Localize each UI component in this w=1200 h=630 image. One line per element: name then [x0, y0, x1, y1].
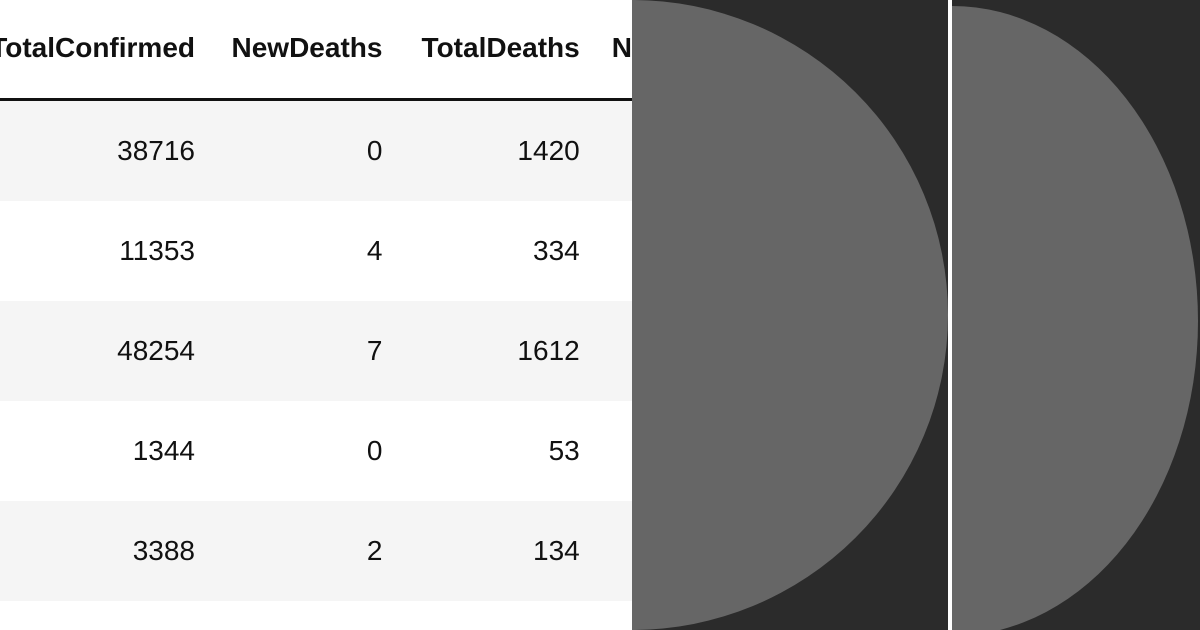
cell-gap	[195, 200, 225, 301]
cell-total-confirmed: 38716	[0, 99, 195, 201]
cell-total-deaths: 1420	[414, 99, 580, 201]
cell-gap	[382, 500, 415, 601]
cell-new-deaths: 2	[224, 500, 383, 601]
column-header-clipped[interactable]: N	[579, 0, 632, 101]
cell-gap	[382, 99, 415, 201]
cell-total-confirmed: 1344	[0, 400, 195, 501]
cell-clipped	[579, 300, 632, 401]
dataframe-table: TotalConfirmed NewDeaths TotalDeaths N 3…	[0, 0, 632, 601]
column-header-label: N	[611, 32, 632, 63]
half-circle-shape	[632, 0, 948, 630]
table-row: 11353 4 334	[0, 200, 632, 301]
panel-divider	[948, 0, 952, 630]
column-header-new-deaths[interactable]: NewDeaths	[224, 0, 383, 101]
header-gap	[382, 0, 415, 101]
cell-total-confirmed: 11353	[0, 200, 195, 301]
cell-gap	[195, 99, 225, 201]
table-header-row: TotalConfirmed NewDeaths TotalDeaths N	[0, 0, 632, 101]
cell-new-deaths: 7	[224, 300, 383, 401]
dark-overlay-panel	[952, 0, 1200, 630]
column-header-total-confirmed[interactable]: TotalConfirmed	[0, 0, 195, 101]
cell-gap	[195, 400, 225, 501]
cell-total-deaths: 1612	[414, 300, 580, 401]
cell-clipped	[579, 500, 632, 601]
column-header-total-deaths[interactable]: TotalDeaths	[414, 0, 580, 101]
cell-total-confirmed: 48254	[0, 300, 195, 401]
cell-total-deaths: 53	[414, 400, 580, 501]
cell-gap	[195, 500, 225, 601]
cell-new-deaths: 0	[224, 99, 383, 201]
cell-gap	[382, 200, 415, 301]
table-row: 3388 2 134	[0, 500, 632, 601]
column-header-label: TotalConfirmed	[0, 32, 195, 63]
table-row: 38716 0 1420	[0, 99, 632, 201]
half-circle-shape	[952, 6, 1198, 630]
cell-new-deaths: 0	[224, 400, 383, 501]
cell-total-confirmed: 3388	[0, 500, 195, 601]
cell-new-deaths: 4	[224, 200, 383, 301]
table-row: 48254 7 1612	[0, 300, 632, 401]
cell-gap	[195, 300, 225, 401]
cell-total-deaths: 334	[414, 200, 580, 301]
dark-overlay-panel	[632, 0, 948, 630]
cell-gap	[382, 300, 415, 401]
table-row: 1344 0 53	[0, 400, 632, 501]
dataframe-table-region: TotalConfirmed NewDeaths TotalDeaths N 3…	[0, 0, 632, 601]
cell-clipped	[579, 200, 632, 301]
cell-gap	[382, 400, 415, 501]
header-gap	[195, 0, 225, 101]
cell-total-deaths: 134	[414, 500, 580, 601]
cell-clipped	[579, 400, 632, 501]
cell-clipped	[579, 99, 632, 201]
